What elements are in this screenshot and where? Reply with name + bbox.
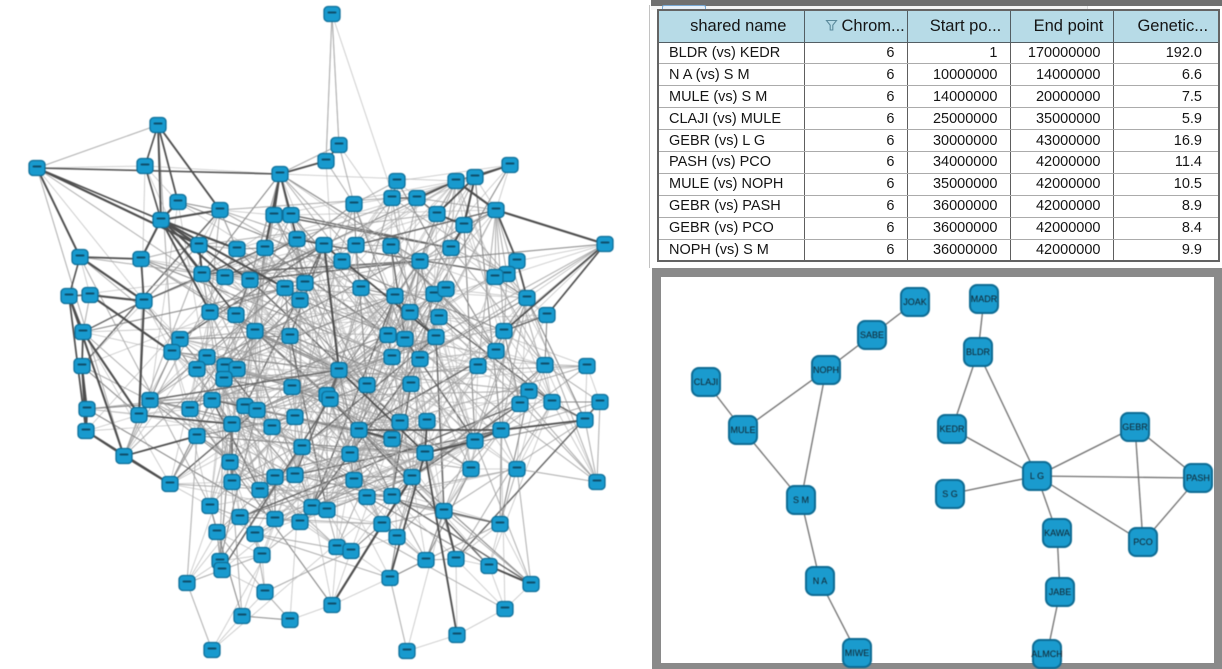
svg-text:JABE: JABE <box>1049 587 1072 597</box>
svg-text:KAWA: KAWA <box>1044 528 1070 538</box>
svg-text:CLAJI: CLAJI <box>694 377 719 387</box>
svg-text:KEDR: KEDR <box>939 424 965 434</box>
svg-text:PASH: PASH <box>1186 473 1210 483</box>
svg-text:ALMCH: ALMCH <box>1031 649 1063 659</box>
svg-text:S G: S G <box>942 489 958 499</box>
svg-text:SABE: SABE <box>860 330 884 340</box>
svg-text:NOPH: NOPH <box>813 365 839 375</box>
svg-text:MULE: MULE <box>730 425 755 435</box>
svg-text:PCO: PCO <box>1133 537 1153 547</box>
svg-text:S M: S M <box>793 495 809 505</box>
svg-text:N A: N A <box>813 576 828 586</box>
svg-text:L G: L G <box>1030 471 1044 481</box>
svg-text:GEBR: GEBR <box>1122 422 1148 432</box>
svg-text:MADR: MADR <box>971 294 998 304</box>
svg-text:BLDR: BLDR <box>966 347 991 357</box>
svg-text:JOAK: JOAK <box>903 297 927 307</box>
svg-text:MIWE: MIWE <box>845 648 870 658</box>
